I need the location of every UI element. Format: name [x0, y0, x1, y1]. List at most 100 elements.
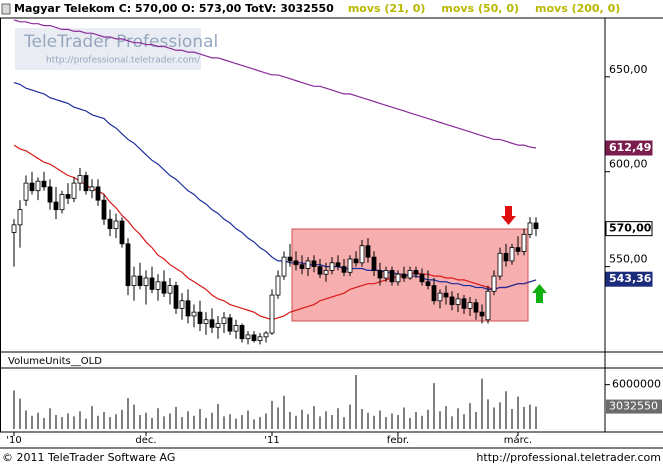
candle-body — [221, 317, 227, 324]
candle-body — [233, 325, 239, 332]
y-tick-label: 650,00 — [609, 63, 648, 76]
candle-body — [23, 182, 29, 201]
volume-last-label: 3032550 — [609, 400, 658, 413]
candle-body — [383, 269, 389, 279]
candle-body — [107, 218, 113, 230]
candle-body — [365, 245, 371, 258]
ma-line — [13, 81, 537, 290]
candle-body — [11, 224, 17, 233]
candle-body — [311, 260, 317, 268]
candle-body — [467, 302, 473, 309]
candle-body — [473, 302, 479, 313]
candle-body — [245, 334, 251, 340]
candle-body — [131, 275, 137, 286]
candle-body — [173, 285, 179, 309]
candle-body — [281, 256, 287, 277]
candle-body — [65, 194, 71, 199]
volume-tick-label: 6000000 — [612, 378, 661, 391]
down-arrow — [501, 206, 516, 225]
candle-body — [77, 175, 83, 184]
candle-body — [497, 252, 503, 277]
candle-body — [257, 336, 263, 342]
candle-body — [479, 311, 485, 317]
candle-body — [47, 186, 53, 203]
candle-body — [185, 300, 191, 317]
candle-body — [395, 273, 401, 283]
y-tick-label: 550,00 — [609, 253, 648, 266]
candle-body — [113, 220, 119, 230]
candle-body — [533, 222, 539, 230]
candle-body — [371, 256, 377, 271]
chart-title: Magyar Telekom C: 570,00 O: 573,00 TotV:… — [14, 2, 334, 15]
candle-body — [377, 269, 383, 279]
price-label: 543,36 — [609, 272, 652, 285]
header-bar — [0, 0, 663, 18]
volume-label: VolumeUnits__OLD — [8, 356, 102, 367]
candle-body — [431, 285, 437, 302]
candle-body — [515, 247, 521, 252]
candle-body — [149, 277, 155, 290]
candle-body — [389, 269, 395, 283]
price-label: 612,49 — [609, 141, 651, 154]
candle-body — [203, 319, 209, 324]
candle-body — [143, 277, 149, 286]
candle-body — [269, 294, 275, 334]
candle-body — [239, 325, 245, 340]
price-label-box — [605, 221, 653, 237]
candle-body — [119, 220, 125, 245]
candle-body — [125, 243, 131, 286]
footer-left: © 2011 TeleTrader Software AG — [2, 451, 175, 464]
candle-body — [35, 180, 41, 192]
candle-body — [509, 247, 515, 262]
x-tick-label: febr. — [387, 435, 409, 446]
watermark-title: TeleTrader Professional — [23, 32, 218, 52]
candle-body — [329, 262, 335, 271]
candle-body — [101, 199, 107, 220]
candle-body — [305, 260, 311, 269]
candle-body — [449, 296, 455, 305]
candle-body — [179, 300, 185, 309]
price-label: 570,00 — [609, 222, 652, 235]
candle-body — [317, 266, 323, 275]
candle-body — [485, 290, 491, 321]
candle-body — [491, 275, 497, 292]
candle-body — [443, 292, 449, 298]
candle-body — [413, 269, 419, 275]
legend-entry: movs (200, 0) — [535, 2, 620, 15]
x-tick-label: dec. — [135, 435, 156, 446]
watermark-url: http://professional.teletrader.com/ — [46, 56, 201, 66]
candle-body — [275, 275, 281, 296]
candle-body — [407, 269, 413, 279]
candle-body — [53, 201, 59, 211]
x-tick-label: '11 — [264, 435, 279, 446]
candle-body — [59, 194, 65, 211]
y-tick-label: 600,00 — [609, 158, 648, 171]
ma-line — [13, 19, 537, 149]
candle-body — [353, 258, 359, 264]
x-tick-label: '10 — [6, 435, 21, 446]
candle-body — [323, 269, 329, 275]
candle-body — [527, 222, 533, 235]
candle-body — [251, 334, 257, 342]
candle-body — [83, 175, 89, 192]
candle-body — [227, 317, 233, 332]
ma-line — [13, 144, 537, 321]
candle-body — [41, 180, 47, 188]
candle-body — [191, 311, 197, 317]
candle-body — [263, 332, 269, 338]
footer-right: http://professional.teletrader.com — [476, 451, 661, 464]
candle-body — [461, 298, 467, 309]
candle-body — [521, 233, 527, 252]
x-tick-label: márc. — [504, 434, 532, 446]
candle-body — [161, 281, 167, 294]
candle-body — [155, 281, 161, 290]
candle-body — [17, 209, 23, 226]
price-label-box — [605, 271, 653, 287]
volume-last-box — [606, 399, 662, 414]
candle-body — [335, 262, 341, 268]
candle-body — [401, 273, 407, 279]
candle-body — [137, 275, 143, 286]
candle-body — [209, 319, 215, 328]
